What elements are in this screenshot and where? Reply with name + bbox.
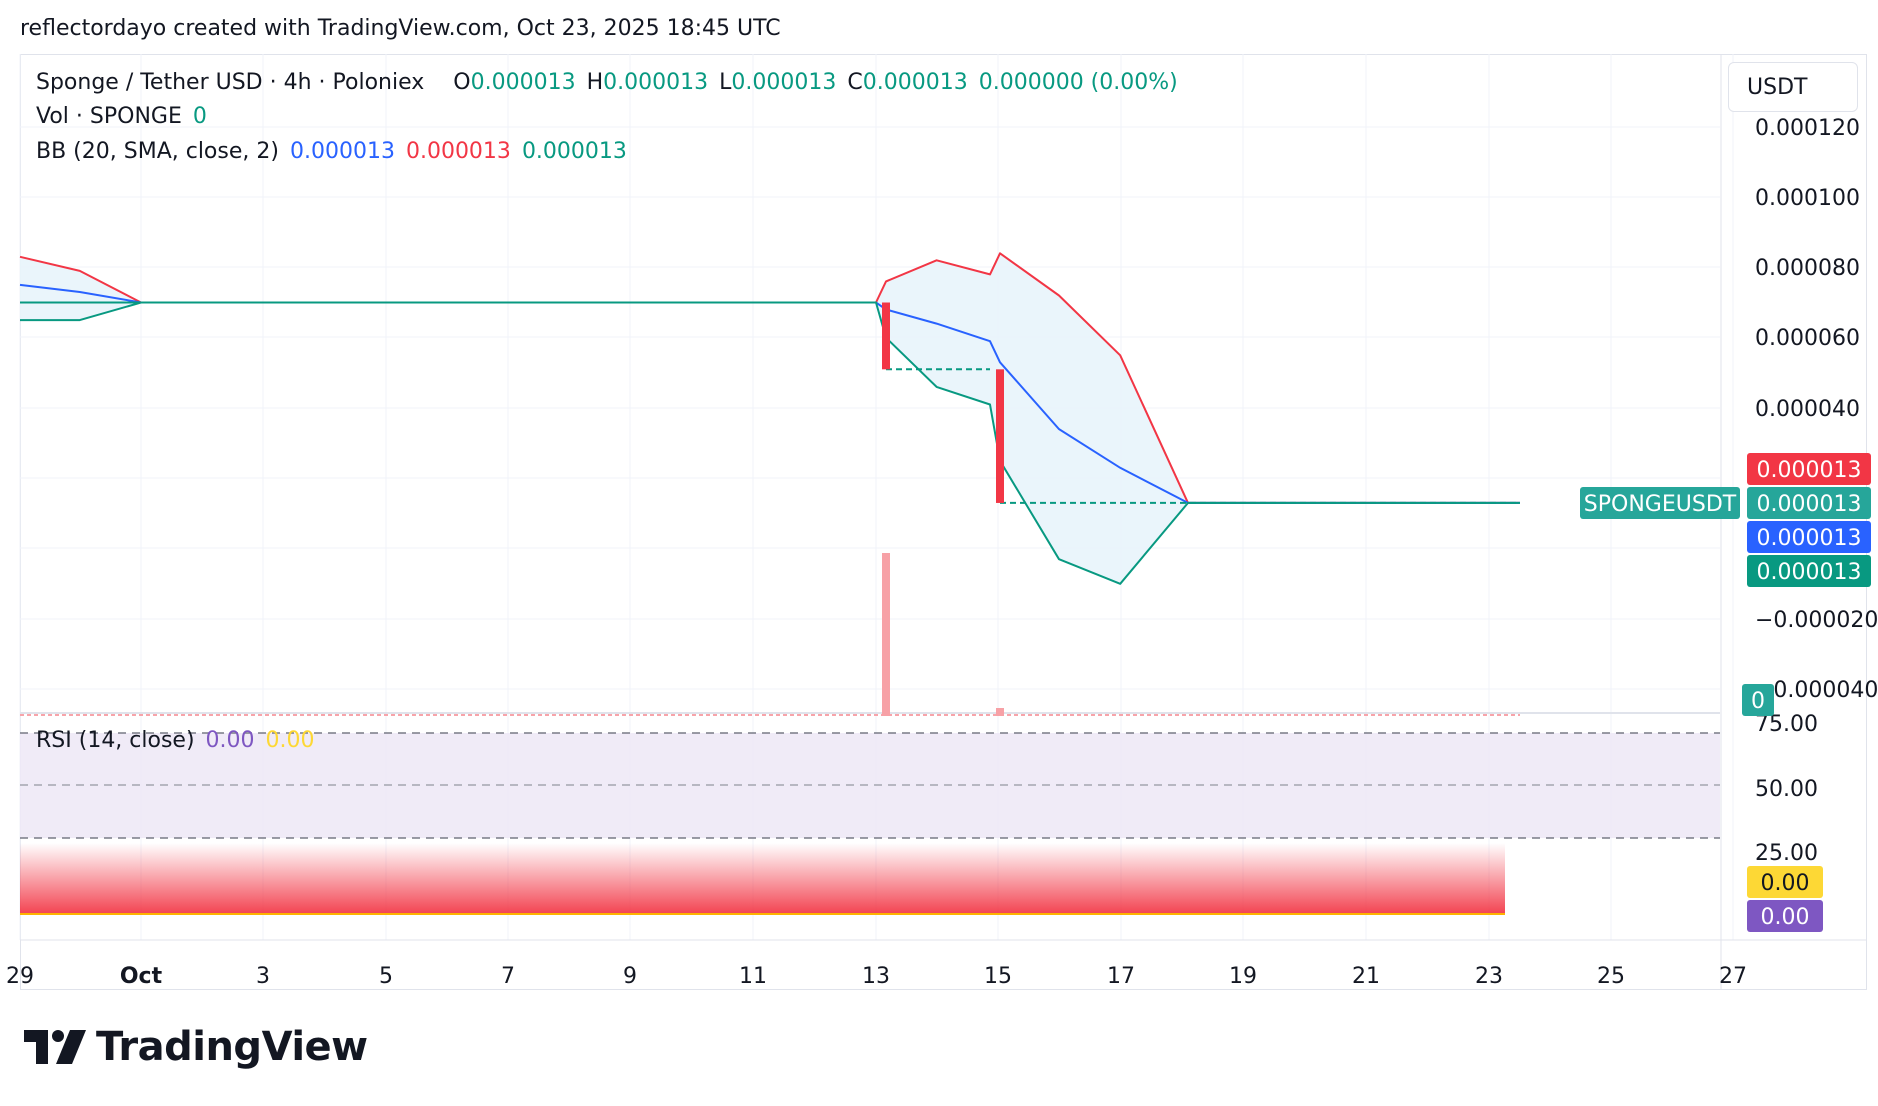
bb-upper-badge: 0.000013 (1757, 458, 1862, 483)
candle (882, 302, 890, 370)
time-tick-label: Oct (120, 964, 163, 989)
chart-credit: reflectordayo created with TradingView.c… (20, 16, 781, 41)
time-tick-label: 23 (1475, 964, 1503, 989)
time-tick-label: 19 (1229, 964, 1257, 989)
legend-low-label: L (719, 70, 732, 95)
time-axis: 29 Oct 3 5 7 9 11 13 15 17 19 21 23 25 27 (6, 964, 1747, 989)
price-tick-label: 0.000040 (1755, 397, 1860, 422)
bb-upper-value: 0.000013 (405, 139, 511, 164)
bollinger-fill (876, 253, 1188, 584)
last-price-badge-bg (1747, 487, 1871, 519)
rsi-tick-label: 50.00 (1755, 777, 1818, 802)
rsi-value: 0.00 (205, 728, 255, 753)
rsi-axis: 75.00 50.00 25.00 (1755, 712, 1818, 866)
time-tick-label: 13 (862, 964, 890, 989)
rsi-ma-badge-bg (1747, 866, 1823, 898)
time-tick-label: 15 (984, 964, 1012, 989)
volume-bar (996, 708, 1004, 716)
price-axis: 0.000120 0.000100 0.000080 0.000060 0.000040… (1755, 116, 1878, 703)
symbol-badge: SPONGEUSDT (1584, 492, 1737, 517)
price-tick-label: −0.000020 (1755, 608, 1878, 633)
symbol-badge-bg (1580, 487, 1740, 519)
bollinger-upper-line (19, 252, 1520, 504)
legend-rsi[interactable]: RSI (14, close) 0.00 0.00 (36, 728, 319, 753)
rsi-value-badge-bg (1747, 900, 1823, 932)
bb-basis-badge-bg (1747, 521, 1871, 553)
legend-open-value: 0.000013 (470, 70, 576, 95)
bb-lower-badge-bg (1747, 555, 1871, 587)
rsi-oversold-fill (20, 843, 1505, 915)
bb-upper-badge-bg (1747, 453, 1871, 485)
logo-text: TradingView (96, 1024, 368, 1070)
legend-high-label: H (586, 70, 604, 95)
time-tick-label: 29 (6, 964, 34, 989)
volume-value: 0 (192, 104, 207, 129)
rsi-label: RSI (14, close) (36, 728, 195, 753)
bb-basis-badge: 0.000013 (1757, 526, 1862, 551)
bollinger-basis-line (19, 283, 1520, 504)
time-tick-label: 7 (501, 964, 515, 989)
legend-symbol[interactable]: Sponge / Tether USD · 4h · Poloniex (36, 70, 425, 95)
legend-close-value: 0.000013 (862, 70, 968, 95)
time-tick-label: 3 (256, 964, 270, 989)
rsi-ma-badge: 0.00 (1761, 871, 1810, 896)
bb-label: BB (20, SMA, close, 2) (36, 139, 279, 164)
time-tick-label: 9 (623, 964, 637, 989)
legend-low-value: 0.000013 (731, 70, 837, 95)
time-tick-label: 27 (1719, 964, 1747, 989)
price-tick-label: −0.000040 (1755, 678, 1878, 703)
price-tick-label: 0.000060 (1755, 326, 1860, 351)
bb-lower-badge: 0.000013 (1757, 560, 1862, 585)
volume-bars (20, 553, 1520, 716)
last-price-badge: 0.000013 (1757, 492, 1862, 517)
tradingview-logo-icon (24, 1030, 86, 1064)
legend-change: 0.000000 (0.00%) (978, 70, 1178, 95)
price-tick-label: 0.000100 (1755, 186, 1860, 211)
price-tick-label: 0.000080 (1755, 256, 1860, 281)
legend-open-label: O (453, 70, 471, 95)
legend-main: Sponge / Tether USD · 4h · Poloniex O0.0… (36, 70, 1182, 95)
time-tick-label: 17 (1107, 964, 1135, 989)
bollinger-lower-line (20, 301, 1520, 585)
bollinger-fill (20, 256, 141, 321)
currency-unit-button[interactable]: USDT (1728, 62, 1858, 112)
legend-high-value: 0.000013 (603, 70, 709, 95)
rsi-value-badge: 0.00 (1761, 905, 1810, 930)
legend-bollinger[interactable]: BB (20, SMA, close, 2) 0.000013 0.000013… (36, 139, 631, 164)
volume-badge-bg (1742, 684, 1774, 716)
time-tick-label: 21 (1352, 964, 1380, 989)
time-tick-label: 11 (739, 964, 767, 989)
volume-bar (882, 553, 890, 716)
time-tick-label: 25 (1597, 964, 1625, 989)
price-tick-label: 0.000120 (1755, 116, 1860, 141)
rsi-tick-label: 25.00 (1755, 841, 1818, 866)
bollinger-bands (19, 252, 1520, 585)
bb-lower-value: 0.000013 (521, 139, 627, 164)
price-series (20, 301, 1520, 504)
candle (996, 369, 1004, 503)
volume-label: Vol · SPONGE (36, 104, 182, 129)
time-tick-label: 5 (379, 964, 393, 989)
bb-basis-value: 0.000013 (289, 139, 395, 164)
rsi-ma-value: 0.00 (265, 728, 315, 753)
tradingview-logo[interactable]: TradingView (24, 1024, 368, 1070)
legend-close-label: C (847, 70, 863, 95)
volume-badge: 0 (1751, 689, 1765, 714)
legend-volume[interactable]: Vol · SPONGE 0 (36, 104, 211, 129)
rsi-tick-label: 75.00 (1755, 712, 1818, 737)
